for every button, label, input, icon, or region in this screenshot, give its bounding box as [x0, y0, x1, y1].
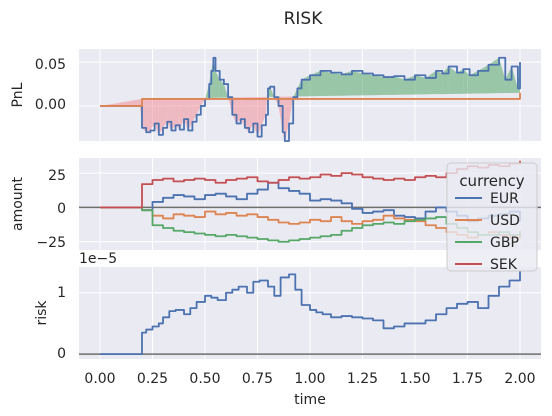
- pnl-fill-above: [488, 57, 499, 94]
- pnl-panel: 0.05 0.00 PnL: [10, 49, 541, 142]
- pnl-fill-above: [320, 70, 331, 97]
- pnl-fill-below: [100, 99, 140, 106]
- pnl-fill-above: [511, 66, 518, 93]
- pnl-fill-below: [146, 98, 151, 133]
- pnl-ylabel: PnL: [10, 82, 26, 107]
- pnl-fill-above: [215, 70, 220, 98]
- pnl-fill-below: [240, 97, 245, 128]
- risk-xtick-label: 1.50: [399, 371, 430, 387]
- pnl-fill-below: [232, 97, 237, 124]
- risk-xlabel: time: [294, 392, 326, 408]
- pnl-fill-above: [223, 84, 229, 98]
- chart-suptitle: RISK: [284, 9, 324, 29]
- pnl-line-pnl: [100, 56, 521, 142]
- pnl-fills: [100, 57, 520, 141]
- amount-ytick-label: 25: [48, 168, 66, 184]
- pnl-fill-below: [192, 98, 197, 122]
- pnl-fill-below: [261, 96, 266, 126]
- pnl-fill-above: [436, 70, 443, 95]
- risk-panel: 1e−5 1 0 risk 0.00 0.25 0.50 0.75 1.00 1.25 1.…: [34, 251, 541, 408]
- pnl-lines: [100, 56, 521, 142]
- pnl-fill-above: [352, 70, 363, 96]
- legend-label-gbp: GBP: [490, 235, 519, 251]
- pnl-fill-below: [179, 98, 184, 130]
- pnl-fill-above: [425, 70, 436, 95]
- pnl-fill-below: [154, 98, 159, 135]
- pnl-fill-below: [142, 98, 147, 133]
- pnl-fill-below: [163, 98, 168, 128]
- legend-label-usd: USD: [490, 213, 520, 229]
- pnl-fill-below: [228, 97, 233, 115]
- pnl-fill-above: [219, 79, 224, 98]
- pnl-fill-below: [284, 96, 289, 141]
- pnl-fill-above: [331, 72, 342, 96]
- pnl-fill-above: [373, 75, 384, 96]
- legend-frame: [446, 162, 538, 272]
- pnl-fill-below: [150, 98, 155, 131]
- pnl-fill-above: [499, 57, 506, 94]
- legend-entries: EUR USD GBP SEK: [455, 191, 520, 273]
- risk-xtick-label: 1.75: [452, 371, 483, 387]
- risk-xtick-label: 1.00: [294, 371, 325, 387]
- risk-ytick-label: 1: [57, 285, 66, 301]
- pnl-fill-below: [249, 97, 254, 133]
- risk-ytick-label: 0: [57, 346, 66, 362]
- pnl-ytick-label: 0.05: [35, 57, 66, 73]
- amount-ylabel: amount: [10, 176, 26, 231]
- pnl-fill-below: [236, 97, 241, 124]
- pnl-fill-below: [253, 97, 258, 137]
- pnl-fill-above: [448, 66, 457, 94]
- legend-label-sek: SEK: [490, 257, 518, 273]
- risk-line-risk: [100, 271, 521, 355]
- pnl-fill-above: [293, 88, 298, 98]
- pnl-fill-above: [270, 86, 275, 98]
- legend-label-eur: EUR: [490, 191, 519, 207]
- pnl-fill-below: [184, 98, 189, 131]
- pnl-fill-below: [196, 97, 201, 115]
- pnl-fill-below: [200, 97, 205, 106]
- pnl-fill-above: [341, 70, 352, 96]
- pnl-fill-above: [478, 64, 489, 94]
- pnl-fill-above: [362, 73, 373, 96]
- pnl-fill-below: [244, 97, 250, 133]
- risk-xtick-label: 0.75: [242, 371, 273, 387]
- risk-xtick-label: 0.00: [84, 371, 115, 387]
- risk-xtick-labels: 0.00 0.25 0.50 0.75 1.00 1.25 1.50 1.75 2.00: [84, 371, 535, 387]
- risk-xtick-label: 1.25: [347, 371, 378, 387]
- pnl-fill-below: [289, 96, 294, 124]
- legend-title: currency: [459, 172, 524, 190]
- pnl-line-bench: [100, 92, 521, 107]
- pnl-fill-above: [310, 70, 321, 97]
- pnl-fill-below: [158, 98, 163, 135]
- pnl-fill-above: [469, 70, 478, 94]
- pnl-fill-below: [175, 98, 180, 130]
- risk-xtick-label: 0.50: [189, 371, 220, 387]
- amount-legend: currency EUR USD GBP SEK: [446, 162, 538, 273]
- risk-xtick-label: 0.25: [137, 371, 168, 387]
- pnl-fill-above: [463, 69, 470, 94]
- risk-xtick-label: 2.00: [504, 371, 535, 387]
- pnl-fill-above: [415, 75, 426, 95]
- amount-ytick-label: −25: [36, 235, 66, 251]
- risk-lines: [79, 271, 541, 355]
- pnl-ytick-label: 0.00: [35, 97, 66, 113]
- pnl-fill-above: [394, 76, 405, 95]
- pnl-fill-above: [383, 76, 394, 96]
- pnl-fill-above: [205, 84, 210, 99]
- amount-ytick-label: 0: [57, 201, 66, 217]
- pnl-fill-above: [457, 69, 464, 94]
- risk-offset-label: 1e−5: [79, 251, 117, 267]
- pnl-fill-below: [171, 98, 176, 131]
- pnl-fill-below: [188, 98, 193, 131]
- pnl-fill-below: [257, 97, 262, 137]
- risk-ylabel: risk: [34, 300, 50, 326]
